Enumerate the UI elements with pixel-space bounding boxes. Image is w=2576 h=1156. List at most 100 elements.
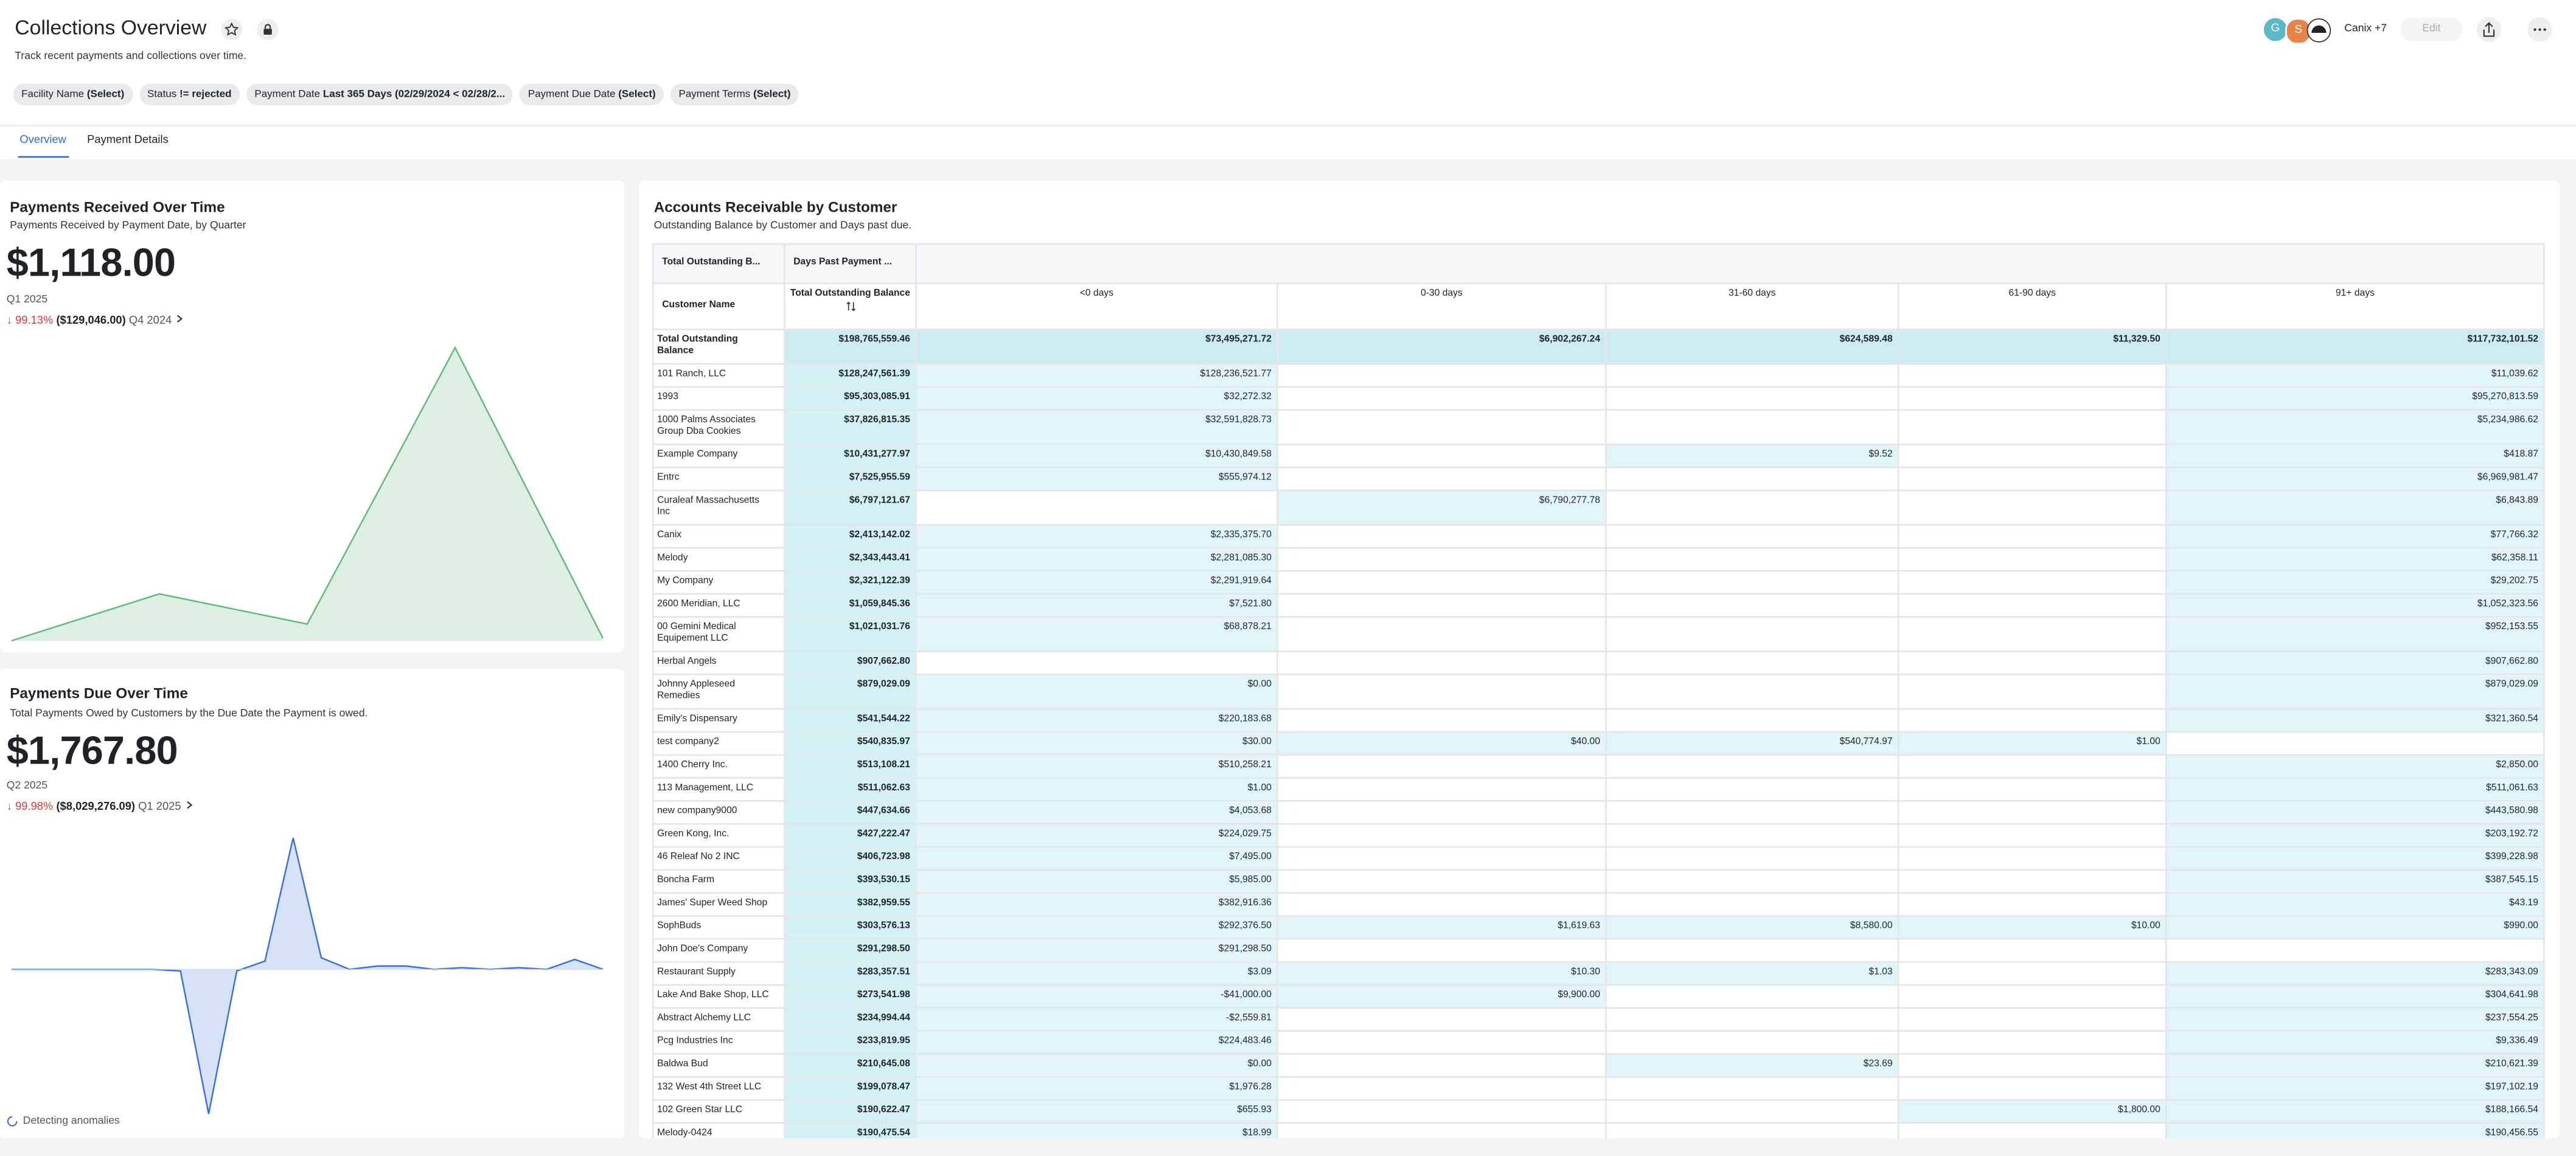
- cell: [2165, 731, 2545, 756]
- sort-icon[interactable]: [845, 301, 855, 312]
- cell-value: $9,900.00: [1558, 991, 1601, 1001]
- cell-value: $10,430,849.58: [1205, 450, 1272, 461]
- cell-value: $10.30: [1571, 967, 1601, 978]
- header-row: Total Outstanding B... Days Past Payment …: [652, 243, 2545, 285]
- filter-chip[interactable]: Payment Due Date (Select): [520, 83, 664, 105]
- cell: $5,234,986.62: [2165, 409, 2545, 445]
- filter-value: (Select): [86, 88, 125, 100]
- cell-value: $292,376.50: [1218, 921, 1272, 932]
- cell-value: $29,202.75: [2490, 576, 2539, 587]
- kpi-change: ↓ 99.13% ($129,046.00) Q4 2024: [7, 314, 185, 327]
- cell-value: $447,634.66: [857, 806, 910, 817]
- cell: $11,329.50: [1897, 329, 2167, 365]
- cell: $990.00: [2165, 915, 2545, 940]
- cell-value: $382,959.55: [857, 899, 910, 909]
- filter-chip[interactable]: Status != rejected: [139, 83, 240, 105]
- avatar: G: [2263, 18, 2287, 41]
- row-label: Emily's Dispensary: [652, 708, 785, 733]
- row-label: Boncha Farm: [652, 869, 785, 894]
- filter-chip[interactable]: Facility Name (Select): [13, 83, 133, 105]
- cell-value: $540,774.97: [1839, 737, 1893, 748]
- group-header[interactable]: Days Past Payment ...: [784, 243, 917, 285]
- cell: $10,430,849.58: [915, 444, 1278, 468]
- customer-name: Lake And Bake Shop, LLC: [657, 991, 769, 1001]
- cell-value: $233,819.95: [857, 1036, 910, 1047]
- cell: $1,021,031.76: [784, 616, 917, 653]
- column-header[interactable]: Total Outstanding Balance: [784, 282, 917, 330]
- cell: $43.19: [2165, 892, 2545, 917]
- line: [11, 346, 604, 642]
- cell: [1276, 569, 1607, 595]
- group-header[interactable]: Total Outstanding B...: [652, 243, 785, 285]
- column-header[interactable]: 91+ days: [2165, 282, 2545, 330]
- column-header[interactable]: <0 days: [915, 282, 1278, 330]
- line: [11, 837, 604, 1115]
- cell: [1897, 489, 2167, 526]
- cell: $283,343.09: [2165, 961, 2545, 986]
- user-count[interactable]: Canix +7: [2344, 23, 2387, 35]
- customer-name: 2600 Meridian, LLC: [657, 599, 740, 610]
- row-label: 46 Releaf No 2 INC: [652, 846, 785, 871]
- cell: [1276, 363, 1607, 388]
- column-header[interactable]: 31-60 days: [1605, 282, 1899, 330]
- cell: [1897, 524, 2167, 549]
- table-row: Emily's Dispensary $541,544.22 $220,183.68…: [652, 708, 2545, 733]
- cell: $1.00: [1897, 731, 2167, 756]
- cell: [1276, 593, 1607, 618]
- table-row: Canix $2,413,142.02 $2,335,375.70 $77,766.3…: [652, 524, 2545, 549]
- title-icons[interactable]: [220, 18, 283, 41]
- filter-chip[interactable]: Payment Terms (Select): [670, 83, 799, 105]
- cell: [1897, 823, 2167, 848]
- chevron[interactable]: [175, 314, 184, 324]
- cell: $399,228.98: [2165, 846, 2545, 871]
- cell: $540,774.97: [1605, 731, 1899, 756]
- row-label: 101 Ranch, LLC: [652, 363, 785, 388]
- header-actions[interactable]: [2474, 16, 2560, 43]
- row-label: Melody-0424: [652, 1122, 785, 1139]
- table-row: 1400 Cherry Inc. $513,108.21 $510,258.21 $2…: [652, 754, 2545, 779]
- column-header[interactable]: 61-90 days: [1897, 282, 2167, 330]
- column-header[interactable]: Customer Name: [652, 282, 785, 330]
- filter-chip[interactable]: Payment Date Last 365 Days (02/29/2024 <…: [246, 83, 513, 105]
- cell-value: $283,343.09: [2485, 967, 2539, 978]
- column-header[interactable]: 0-30 days: [1276, 282, 1607, 330]
- cell: [1276, 938, 1607, 963]
- cell: $6,902,267.24: [1276, 329, 1607, 365]
- cell: $6,843.89: [2165, 489, 2545, 526]
- cell: $513,108.21: [784, 754, 917, 779]
- cell: [1897, 363, 2167, 388]
- cell: $190,456.55: [2165, 1122, 2545, 1139]
- customer-name: Melody-0424: [657, 1129, 712, 1139]
- row-label: Canix: [652, 524, 785, 549]
- cell: [1605, 754, 1899, 779]
- tab-active[interactable]: Overview: [19, 134, 66, 147]
- cell-value: $1,619.63: [1558, 921, 1601, 932]
- row-label: Baldwa Bud: [652, 1053, 785, 1078]
- chevron[interactable]: [184, 800, 194, 810]
- cell: $210,645.08: [784, 1053, 917, 1078]
- cell: $273,541.98: [784, 984, 917, 1009]
- cell: [1605, 650, 1899, 675]
- cell-value: $393,530.15: [857, 876, 910, 886]
- edit-button[interactable]: Edit: [2400, 18, 2463, 41]
- row-label: James' Super Weed Shop: [652, 892, 785, 917]
- cell: [1897, 386, 2167, 411]
- cell: [1276, 846, 1607, 871]
- cell: [1276, 1007, 1607, 1032]
- table-row: new company9000 $447,634.66 $4,053.68 $443,…: [652, 800, 2545, 825]
- row-label: 1993: [652, 386, 785, 411]
- customer-name: SophBuds: [657, 921, 701, 932]
- table-row: 1993 $95,303,085.91 $32,272.32 $95,270,813.…: [652, 386, 2545, 411]
- cell: $321,360.54: [2165, 708, 2545, 733]
- cell: $382,916.36: [915, 892, 1278, 917]
- customer-name: Herbal Angels: [657, 657, 717, 667]
- table-subtitle: Outstanding Balance by Customer and Days…: [653, 220, 912, 232]
- cell: $6,790,277.78: [1276, 489, 1607, 526]
- cell: $382,959.55: [784, 892, 917, 917]
- cell-value: $37,826,815.35: [844, 416, 910, 426]
- cell: $540,835.97: [784, 731, 917, 756]
- cell-value: $540,835.97: [857, 737, 910, 748]
- tab[interactable]: Payment Details: [87, 134, 169, 147]
- cell-value: $2,291,919.64: [1210, 576, 1272, 587]
